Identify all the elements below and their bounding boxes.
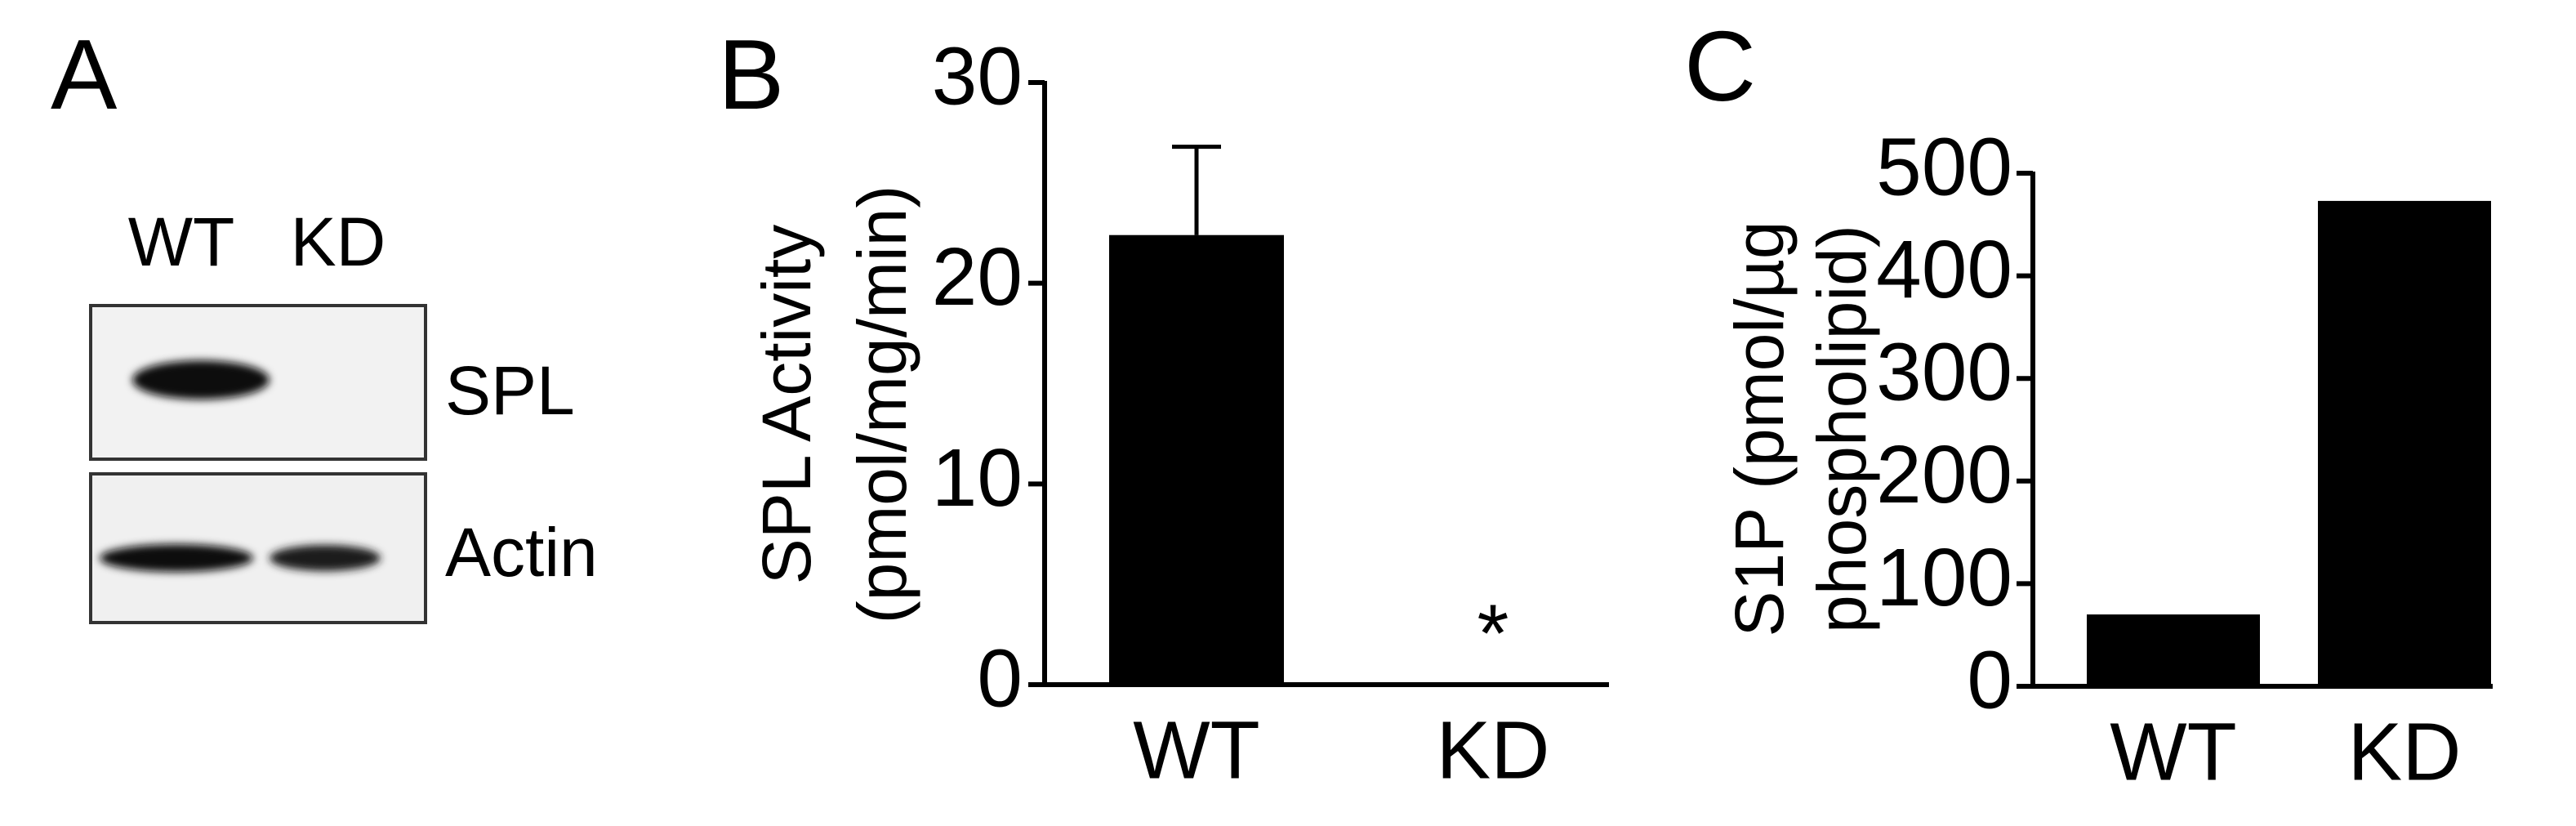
row-label: Actin xyxy=(445,514,598,591)
panel-label: C xyxy=(1684,11,1756,122)
lane-label: KD xyxy=(291,203,386,280)
row-label: SPL xyxy=(445,352,575,429)
y-tick-label: 200 xyxy=(1876,429,2012,520)
panel-label: A xyxy=(51,19,118,130)
bar xyxy=(2087,614,2260,686)
y-tick-label: 30 xyxy=(932,30,1023,122)
y-tick-label: 20 xyxy=(932,231,1023,323)
blot-band xyxy=(100,544,253,572)
annotation: * xyxy=(1477,587,1509,679)
x-tick-label: KD xyxy=(1437,704,1550,796)
x-tick-label: WT xyxy=(2110,706,2236,797)
bar xyxy=(1109,234,1284,685)
y-tick-label: 0 xyxy=(977,632,1023,724)
blot-band xyxy=(132,360,270,400)
y-axis-label: phospholipid) xyxy=(1803,225,1880,633)
lane-label: WT xyxy=(128,203,235,280)
blot-band xyxy=(270,545,381,571)
x-tick-label: WT xyxy=(1133,704,1259,796)
y-tick-label: 500 xyxy=(1876,121,2012,212)
bar xyxy=(2318,200,2491,687)
y-axis-label: (pmol/mg/min) xyxy=(844,185,920,624)
y-tick-label: 10 xyxy=(932,432,1023,524)
y-axis-label: S1P (pmol/µg xyxy=(1721,221,1798,636)
panel-label: B xyxy=(718,19,784,130)
y-tick-label: 300 xyxy=(1876,327,2012,418)
y-tick-label: 0 xyxy=(1967,634,2012,726)
y-tick-label: 100 xyxy=(1876,532,2012,623)
y-tick-label: 400 xyxy=(1876,224,2012,315)
x-tick-label: KD xyxy=(2348,706,2462,797)
y-axis-label: SPL Activity xyxy=(748,225,825,584)
